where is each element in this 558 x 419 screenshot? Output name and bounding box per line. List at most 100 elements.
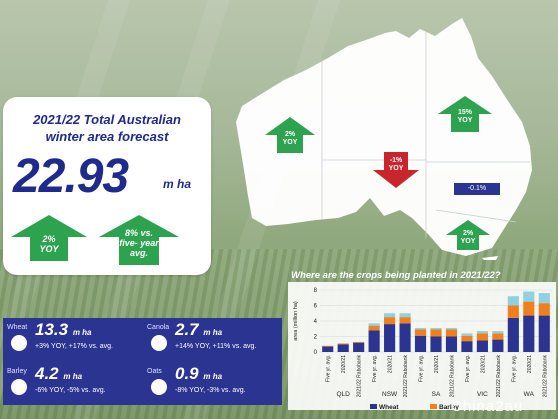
bar-wheat [353, 342, 365, 352]
bar-wheat [538, 315, 550, 352]
x-tick-label: Five yr. avg. [419, 355, 425, 382]
state-label: NSW [382, 391, 398, 398]
crop-value-number: 0.9 [175, 364, 199, 383]
crop-name: Canola [147, 324, 170, 331]
bar-canola [445, 327, 458, 330]
yoy-up-arrow: 2% YOY [11, 215, 87, 261]
crop-change: -6% YOY, -5% vs. avg. [35, 387, 106, 394]
sa-change: -1% [389, 157, 403, 164]
bar-barley [507, 305, 519, 318]
wa-yoy: YOY [282, 139, 298, 146]
wheat-icon [11, 335, 27, 351]
crop-value-number: 2.7 [175, 320, 199, 339]
crop-barley: Barley 4.2 m ha -6% YOY, -5% vs. avg. [3, 362, 141, 404]
vic-up-arrow: 2% YOY [446, 220, 490, 250]
bar-wheat [368, 330, 380, 352]
avg-label-1: five- year [119, 238, 159, 248]
sa-yoy: YOY [388, 165, 404, 172]
y-tick-label: 6 [314, 304, 318, 310]
chart-title: Where are the crops being planted in 202… [291, 270, 501, 281]
legend-label: Wheat [379, 404, 399, 410]
crop-value: 13.3 m ha [35, 320, 92, 340]
crop-name: Oats [147, 368, 162, 375]
legend-label: Barley [439, 404, 459, 410]
bar-barley [461, 335, 473, 342]
bar-wheat [461, 341, 473, 352]
qld-yoy: YOY [457, 117, 473, 124]
x-tick-label: 2020/21 [480, 355, 486, 373]
oats-icon [151, 379, 167, 395]
crop-value: 0.9 m ha [175, 364, 222, 384]
x-tick-label: Five yr. avg. [372, 355, 378, 382]
watermark: China2au [451, 398, 524, 415]
yoy-label: YOY [39, 244, 59, 254]
bar-barley [476, 333, 488, 341]
bar-barley [384, 317, 396, 325]
bar-barley [353, 341, 365, 343]
y-axis-label: area (million ha) [293, 301, 299, 341]
x-tick-label: 2020/21 [341, 355, 347, 373]
crop-value-number: 4.2 [35, 364, 59, 383]
state-label: WA [524, 391, 535, 398]
bar-wheat [322, 346, 334, 352]
bar-barley [399, 317, 411, 324]
forecast-card: 2021/22 Total Australian winter area for… [3, 97, 211, 275]
x-tick-label: 2020/21 [388, 355, 394, 373]
state-label: VIC [477, 391, 488, 398]
forecast-title-line1: 2021/22 Total Australian [33, 112, 181, 127]
avg-label-2: avg. [129, 248, 148, 258]
wa-change: 2% [284, 131, 296, 138]
y-tick-label: 4 [314, 319, 318, 325]
sa-down-arrow: -1% YOY [373, 152, 419, 188]
bar-barley [492, 333, 504, 340]
crop-canola: Canola 2.7 m ha +14% YOY, +11% vs. avg. [143, 318, 281, 360]
australia-outline [236, 18, 532, 256]
bar-canola [507, 296, 519, 306]
crop-unit: m ha [203, 328, 223, 337]
border-nsw [435, 209, 517, 223]
y-tick-label: 8 [314, 288, 318, 294]
forecast-unit: m ha [163, 177, 192, 191]
bar-barley [322, 345, 334, 347]
bar-barley [414, 329, 427, 336]
bar-wheat [384, 324, 396, 352]
bar-barley [337, 343, 349, 345]
bar-wheat [337, 344, 349, 352]
bar-canola [523, 291, 535, 302]
bar-wheat [430, 336, 442, 352]
x-tick-label: 2021/22 Rabobank [542, 355, 548, 398]
state-label: QLD [337, 391, 351, 398]
bar-canola [430, 327, 442, 330]
crop-oats: Oats 0.9 m ha -8% YOY, -3% vs. avg. [143, 362, 281, 404]
avg-up-arrow: 8% vs. five- year avg. [99, 215, 179, 265]
stacked-bar-chart: 0 2 4 6 8 area (million ha) Five yr. avg. 2020/… [293, 288, 552, 411]
bar-canola [476, 331, 488, 334]
crop-change: -8% YOY, -3% vs. avg. [175, 387, 246, 394]
x-tick-label: 2020/21 [527, 355, 533, 373]
crop-wheat: Wheat 13.3 m ha +3% YOY, +17% vs. avg. [3, 318, 141, 360]
bar-barley [368, 325, 380, 331]
forecast-title-line2: winter area forecast [45, 129, 169, 144]
bar-canola [492, 331, 504, 334]
bar-canola [538, 293, 550, 304]
x-tick-label: 2021/22 Rabobank [496, 355, 502, 398]
crop-unit: m ha [72, 328, 92, 337]
crop-change: +14% YOY, +11% vs. avg. [175, 343, 257, 350]
crop-unit: m ha [63, 372, 83, 381]
barley-icon [11, 379, 27, 395]
crop-unit: m ha [203, 372, 223, 381]
bar-barley [523, 301, 535, 316]
tasmania [482, 256, 498, 260]
canola-icon [151, 335, 167, 351]
nsw-badge: -0.1% [454, 183, 500, 195]
crop-name: Wheat [7, 324, 28, 331]
vic-change: 2% [462, 230, 474, 237]
crop-name: Barley [7, 368, 27, 375]
bar-canola [399, 313, 411, 318]
bar-canola [384, 313, 396, 318]
x-tick-label: 2021/22 Rabobank [403, 355, 409, 398]
qld-up-arrow: 15% YOY [438, 96, 492, 132]
crop-value: 4.2 m ha [35, 364, 82, 384]
bar-wheat [507, 317, 519, 352]
x-tick-label: Five yr. avg. [465, 355, 471, 382]
